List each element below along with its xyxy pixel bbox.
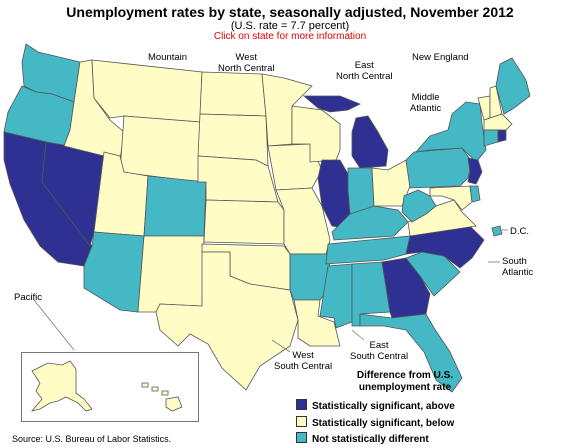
state-nm[interactable] [137,235,205,313]
region-label-south-atlantic: South Atlantic [502,256,533,278]
region-label-dc: D.C. [510,226,529,237]
state-pa[interactable] [405,147,473,189]
state-me[interactable] [495,57,531,115]
state-wv[interactable] [401,189,437,223]
state-fl[interactable] [359,313,463,393]
region-label-west-south-central: West South Central [274,350,332,372]
state-ri[interactable] [497,129,507,143]
region-label-line: West [292,350,314,361]
leader-pacific [33,299,75,351]
state-ct[interactable] [483,129,499,147]
legend-label: Statistically significant, below [312,418,455,429]
legend-label: Not statistically different [312,434,429,445]
state-ks[interactable] [203,199,285,245]
leader-west-south-central [271,339,291,353]
legend-swatch-above [296,399,307,410]
region-label-line: Atlantic [502,267,534,278]
state-de[interactable] [469,185,481,203]
region-label-east-north-central: East North Central [336,60,393,82]
legend-title-line: Difference from U.S. [356,370,454,381]
legend-item-above: Statistically significant, above [296,399,455,413]
state-dc[interactable] [491,225,503,237]
state-mi[interactable] [302,95,389,169]
region-label-line: East [369,340,389,351]
legend-item-not-significant: Not statistically different [296,432,429,446]
region-label-new-england: New England [412,52,469,63]
region-label-middle-atlantic: Middle Atlantic [410,92,441,114]
state-ny[interactable] [414,101,487,163]
legend-label: Statistically significant, above [312,401,455,412]
map-title: Unemployment rates by state, seasonally … [66,4,514,20]
region-label-line: South [502,256,527,267]
state-nc[interactable] [405,225,485,269]
state-wy[interactable] [119,115,201,183]
state-ma[interactable] [483,113,513,131]
region-label-line: North Central [336,71,393,82]
legend-swatch-not-significant [296,432,307,443]
source-note: Source: U.S. Bureau of Labor Statistics. [12,434,172,444]
state-tn[interactable] [325,235,411,265]
region-label-line: North Central [218,63,275,74]
region-label-line: Atlantic [410,103,442,114]
region-label-line: East [354,60,374,71]
state-hi[interactable] [141,382,183,412]
state-info-link[interactable]: Click on state for more information [213,31,367,42]
state-co[interactable] [143,175,207,237]
region-label-east-south-central: East South Central [350,340,408,362]
legend-swatch-below [296,416,307,427]
inset-map [30,360,183,412]
region-label-pacific: Pacific [14,292,42,303]
state-nd[interactable] [199,71,267,117]
legend-title: Difference from U.S. unemployment rate [330,370,480,394]
region-label-west-north-central: West North Central [218,52,275,74]
state-tx[interactable] [155,251,299,391]
region-label-mountain: Mountain [148,52,188,63]
alaska-hawaii-inset [21,352,199,422]
state-nj[interactable] [467,157,483,185]
state-la[interactable] [293,299,341,347]
region-label-line: West [235,52,257,63]
legend-title-line: unemployment rate [358,382,452,393]
state-az[interactable] [83,231,145,313]
state-mt[interactable] [91,59,203,123]
map-subtitle: (U.S. rate = 7.7 percent) [230,20,350,32]
legend-item-below: Statistically significant, below [296,416,454,430]
region-label-line: South Central [274,361,333,372]
state-ky[interactable] [331,205,409,241]
region-label-line: Middle [411,92,440,103]
region-label-line: South Central [350,351,409,362]
leader-east-south-central [351,329,365,341]
state-ak[interactable] [30,360,93,412]
